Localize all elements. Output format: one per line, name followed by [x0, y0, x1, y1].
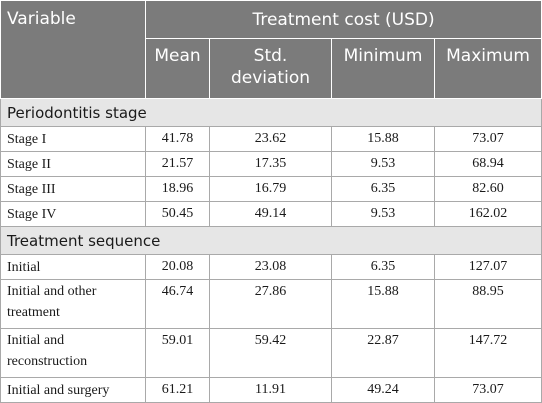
- header-treatment-cost: Treatment cost (USD): [144, 0, 542, 39]
- row-label: Stage IV: [0, 201, 146, 227]
- table-row: Initial and surgery 61.21 11.91 49.24 73…: [0, 377, 542, 403]
- cell-maximum: 73.07: [433, 377, 542, 403]
- header-variable: Variable: [0, 0, 146, 99]
- header-minimum: Minimum: [331, 38, 435, 99]
- cell-std-deviation: 23.08: [209, 254, 332, 280]
- cell-mean: 59.01: [145, 328, 210, 378]
- table-row: Initial and reconstruction 59.01 59.42 2…: [0, 328, 542, 378]
- cell-std-deviation: 23.62: [209, 126, 332, 152]
- cell-minimum: 15.88: [331, 126, 435, 152]
- section-title-treatment-sequence: Treatment sequence: [0, 226, 542, 255]
- cell-minimum: 6.35: [331, 254, 435, 280]
- cell-std-deviation: 17.35: [209, 151, 332, 177]
- cell-minimum: 49.24: [331, 377, 435, 403]
- table-row: Stage I 41.78 23.62 15.88 73.07: [0, 126, 542, 152]
- header-mean: Mean: [145, 38, 210, 99]
- table-row: Stage IV 50.45 49.14 9.53 162.02: [0, 201, 542, 227]
- table-row: Initial and other treatment 46.74 27.86 …: [0, 279, 542, 329]
- cell-minimum: 9.53: [331, 151, 435, 177]
- cell-std-deviation: 11.91: [209, 377, 332, 403]
- cell-minimum: 15.88: [331, 279, 435, 329]
- section-title-periodontitis-stage: Periodontitis stage: [0, 98, 542, 127]
- cell-maximum: 82.60: [433, 176, 542, 202]
- cell-mean: 46.74: [145, 279, 210, 329]
- row-label: Initial and surgery: [0, 377, 146, 403]
- row-label: Initial and reconstruction: [0, 328, 146, 378]
- cell-std-deviation: 49.14: [209, 201, 332, 227]
- table-row: Stage III 18.96 16.79 6.35 82.60: [0, 176, 542, 202]
- cell-maximum: 127.07: [433, 254, 542, 280]
- table-row: Initial 20.08 23.08 6.35 127.07: [0, 254, 542, 280]
- header-std-deviation: Std. deviation: [209, 38, 332, 99]
- cell-std-deviation: 16.79: [209, 176, 332, 202]
- cell-maximum: 162.02: [433, 201, 542, 227]
- cell-mean: 41.78: [145, 126, 210, 152]
- cell-maximum: 73.07: [433, 126, 542, 152]
- cell-maximum: 147.72: [433, 328, 542, 378]
- cell-std-deviation: 59.42: [209, 328, 332, 378]
- section-row: Treatment sequence: [0, 226, 542, 255]
- header-maximum: Maximum: [433, 38, 542, 99]
- row-label: Stage III: [0, 176, 146, 202]
- cell-minimum: 9.53: [331, 201, 435, 227]
- section-row: Periodontitis stage: [0, 98, 542, 127]
- row-label: Stage I: [0, 126, 146, 152]
- cell-minimum: 22.87: [331, 328, 435, 378]
- cell-mean: 18.96: [145, 176, 210, 202]
- cell-mean: 61.21: [145, 377, 210, 403]
- cell-maximum: 68.94: [433, 151, 542, 177]
- cell-mean: 21.57: [145, 151, 210, 177]
- table-row: Stage II 21.57 17.35 9.53 68.94: [0, 151, 542, 177]
- cell-maximum: 88.95: [433, 279, 542, 329]
- row-label: Stage II: [0, 151, 146, 177]
- cell-mean: 20.08: [145, 254, 210, 280]
- cell-std-deviation: 27.86: [209, 279, 332, 329]
- row-label: Initial: [0, 254, 146, 280]
- row-label: Initial and other treatment: [0, 279, 146, 329]
- cell-minimum: 6.35: [331, 176, 435, 202]
- cell-mean: 50.45: [145, 201, 210, 227]
